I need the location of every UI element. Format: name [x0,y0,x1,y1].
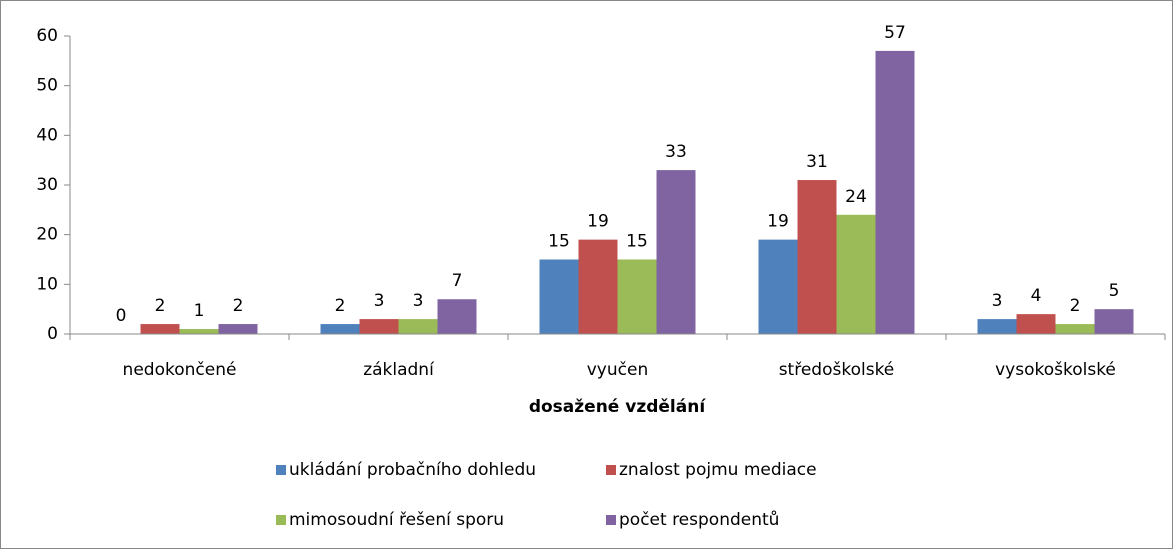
bar [836,214,876,334]
bar [797,180,837,334]
bar [977,319,1017,334]
y-tick-label: 40 [36,125,58,145]
legend-label: mimosoudní řešení sporu [289,510,504,530]
bar [578,239,618,334]
data-label: 3 [374,291,385,311]
data-label: 57 [884,23,906,43]
data-label: 33 [665,142,687,162]
data-label: 2 [233,296,244,316]
data-label: 0 [116,306,127,326]
bar [179,329,219,334]
bar [437,299,477,334]
x-tick-label: středoškolské [779,360,895,380]
y-tick-label: 60 [36,26,58,46]
data-label: 2 [155,296,166,316]
y-tick-label: 50 [36,76,58,96]
bar [617,259,657,334]
data-label: 19 [767,212,789,232]
bar [1094,309,1134,334]
data-label: 1 [194,301,205,321]
data-label: 2 [335,296,346,316]
bar [140,324,180,334]
data-label: 3 [992,291,1003,311]
x-tick-label: vyučen [587,360,648,380]
legend-swatch [276,465,286,475]
legend-label: ukládání probačního dohledu [289,460,536,480]
x-axis-label: dosažené vzdělání [529,397,706,417]
data-label: 24 [845,187,867,207]
legend-swatch [276,515,286,525]
data-label: 31 [806,152,828,172]
legend-label: počet respondentů [619,510,779,530]
legend-swatch [606,515,616,525]
y-tick-label: 20 [36,225,58,245]
data-label: 3 [413,291,424,311]
bar [758,239,798,334]
y-tick-label: 0 [47,324,58,344]
bar [398,319,438,334]
x-tick-label: nedokončené [123,360,237,380]
y-tick-label: 30 [36,175,58,195]
data-label: 15 [548,232,570,252]
bar [656,170,696,334]
y-tick-label: 10 [36,274,58,294]
bar [359,319,399,334]
x-tick-label: základní [363,360,435,380]
bar [875,50,915,335]
legend-swatch [606,465,616,475]
data-label: 7 [452,271,463,291]
bar [539,259,579,334]
x-tick-label: vysokoškolské [995,360,1116,380]
data-label: 2 [1070,296,1081,316]
bar [320,324,360,334]
legend-label: znalost pojmu mediace [619,460,817,480]
bar [1016,314,1056,334]
data-label: 19 [587,212,609,232]
bar [218,324,258,334]
data-label: 4 [1031,286,1042,306]
data-label: 5 [1109,281,1120,301]
bar [1055,324,1095,334]
data-label: 15 [626,232,648,252]
